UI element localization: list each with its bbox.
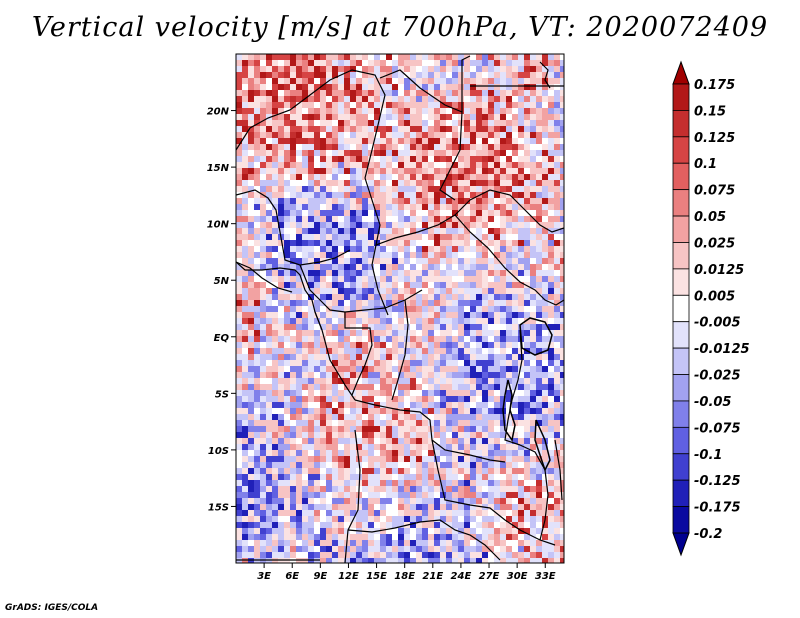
lat-tick-label: 5S bbox=[215, 389, 229, 400]
border-line bbox=[347, 519, 501, 561]
coastline bbox=[539, 61, 551, 89]
border-line bbox=[454, 189, 564, 233]
lake-outline bbox=[502, 379, 516, 442]
lake-outline bbox=[534, 419, 551, 472]
lat-tick-label: 20N bbox=[207, 107, 230, 118]
lat-tick-label: EQ bbox=[214, 333, 230, 344]
border-line bbox=[431, 439, 556, 546]
colorbar-label: -0.1 bbox=[694, 448, 722, 463]
colorbar-label: 0.05 bbox=[694, 210, 726, 225]
colorbar-swatch bbox=[672, 506, 690, 534]
lon-tick-label: 9E bbox=[313, 571, 327, 582]
lake-outline bbox=[519, 317, 553, 356]
colorbar-swatch bbox=[672, 321, 690, 349]
lon-tick-label: 15E bbox=[366, 571, 387, 582]
lon-tick-label: 21E bbox=[422, 571, 443, 582]
border-line bbox=[236, 261, 293, 293]
colorbar-swatch bbox=[672, 400, 690, 428]
map-frame bbox=[235, 53, 565, 564]
lon-tick-label: 3E bbox=[257, 571, 271, 582]
coastline bbox=[236, 261, 323, 331]
border-line bbox=[344, 312, 373, 396]
colorbar-label: 0.005 bbox=[694, 289, 735, 304]
latitude-axis: 20N 15N 10N 5N EQ 5S 10S 15S bbox=[207, 107, 236, 513]
colorbar-label: -0.05 bbox=[694, 395, 731, 410]
border-line bbox=[236, 69, 386, 179]
colorbar-swatch bbox=[672, 215, 690, 243]
colorbar-swatch bbox=[672, 162, 690, 191]
colorbar-swatch bbox=[672, 83, 690, 111]
vertical-velocity-field bbox=[236, 54, 564, 563]
colorbar-swatch bbox=[672, 242, 690, 270]
colorbar-label: 0.1 bbox=[694, 157, 717, 172]
lat-tick-label: 15S bbox=[208, 502, 229, 513]
colorbar-label: -0.125 bbox=[694, 474, 741, 489]
border-line bbox=[391, 299, 409, 401]
lon-tick-label: 27E bbox=[479, 571, 500, 582]
border-line bbox=[519, 444, 549, 541]
colorbar-bottom-arrow bbox=[672, 532, 690, 557]
lat-tick-label: 15N bbox=[207, 163, 230, 174]
border-line bbox=[554, 439, 563, 501]
longitude-axis: 3E 6E 9E 12E 15E 18E 21E 24E 27E 30E 33E bbox=[257, 563, 556, 582]
colorbar-label: 0.15 bbox=[694, 104, 726, 119]
lat-tick-label: 10S bbox=[208, 446, 229, 457]
country-borders bbox=[236, 55, 564, 563]
lon-tick-label: 12E bbox=[338, 571, 359, 582]
colorbar-legend: 0.175 0.15 0.125 0.1 0.075 0.05 0.025 0.0125 0.0… bbox=[672, 60, 750, 557]
colorbar-label: -0.025 bbox=[694, 369, 741, 384]
chart-title: Vertical velocity [m/s] at 700hPa, VT: 2… bbox=[31, 12, 769, 43]
lon-tick-label: 33E bbox=[535, 571, 556, 582]
lon-tick-label: 30E bbox=[507, 571, 528, 582]
border-line bbox=[461, 55, 471, 112]
border-line bbox=[375, 214, 564, 306]
colorbar-swatch bbox=[672, 189, 690, 217]
colorbar-swatch bbox=[672, 479, 690, 507]
colorbar-label: 0.175 bbox=[694, 78, 735, 93]
colorbar-swatch bbox=[672, 136, 690, 164]
border-line bbox=[354, 399, 506, 463]
colorbar-swatch bbox=[672, 453, 690, 481]
colorbar-label: 0.125 bbox=[694, 131, 735, 146]
lat-tick-label: 10N bbox=[207, 220, 230, 231]
colorbar-swatch bbox=[672, 294, 690, 323]
colorbar-swatch bbox=[672, 347, 690, 375]
colorbar-label: 0.025 bbox=[694, 236, 735, 251]
grads-credit: GrADS: IGES/COLA bbox=[5, 603, 99, 613]
colorbar-label: -0.005 bbox=[694, 316, 741, 331]
colorbar-swatch bbox=[672, 268, 690, 296]
colorbar-label: -0.2 bbox=[694, 527, 722, 542]
colorbar-swatch bbox=[672, 426, 690, 455]
colorbar-label: -0.0125 bbox=[694, 342, 750, 357]
colorbar-swatch bbox=[672, 110, 690, 138]
border-line bbox=[236, 189, 351, 266]
colorbar-swatch bbox=[672, 374, 690, 402]
lon-tick-label: 24E bbox=[451, 571, 472, 582]
lat-tick-label: 5N bbox=[214, 276, 230, 287]
lon-tick-label: 6E bbox=[285, 571, 299, 582]
colorbar-top-arrow bbox=[672, 60, 690, 85]
colorbar-label: 0.0125 bbox=[694, 263, 744, 278]
colorbar-label: 0.075 bbox=[694, 184, 735, 199]
border-line bbox=[344, 429, 361, 563]
colorbar-label: -0.075 bbox=[694, 421, 741, 436]
lon-tick-label: 18E bbox=[394, 571, 415, 582]
colorbar-label: -0.175 bbox=[694, 501, 741, 516]
